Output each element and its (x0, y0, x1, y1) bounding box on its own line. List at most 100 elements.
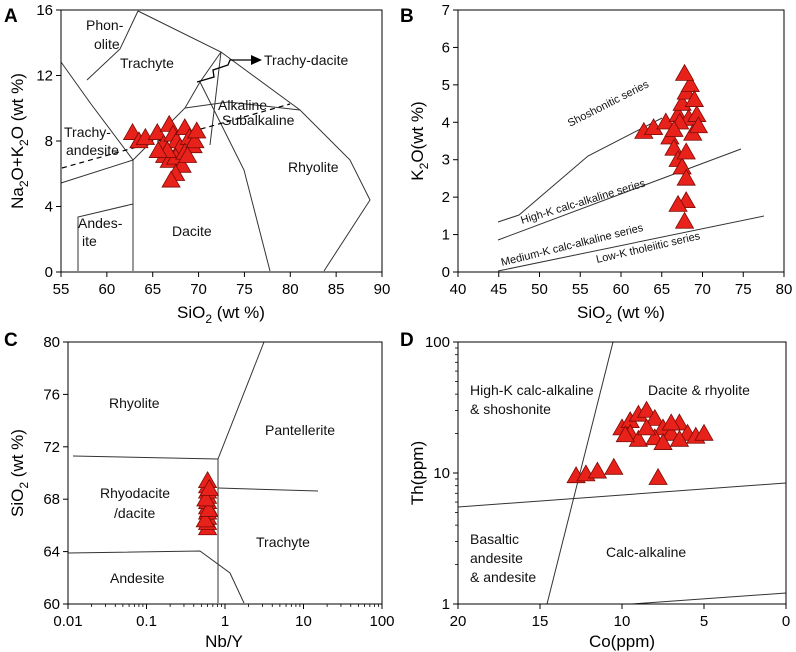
x-tick-label-d: 0 (782, 613, 790, 630)
x-tick-label-a: 85 (328, 281, 345, 298)
panel-c: C Rhyolite Pantellerite Rhyodacite /daci… (4, 330, 395, 651)
c-ylabel: SiO2 (wt %) (8, 429, 31, 517)
b-line-shoshonitic (497, 117, 663, 223)
data-point-d (604, 457, 624, 475)
panel-a-letter: A (4, 6, 18, 27)
b-label-shoshonitic: Shoshonitic series (566, 78, 651, 129)
y-tick-label-a: 4 (45, 199, 53, 216)
panel-d-axes: 20 15 10 5 0 1 10 100 (425, 334, 790, 630)
x-tick-label-c: 1 (221, 613, 229, 630)
data-point-b (680, 75, 700, 93)
panel-c-letter: C (4, 330, 18, 351)
d-label-shoshonite: & shoshonite (470, 401, 551, 417)
panel-b-points (634, 63, 709, 229)
data-point-b (688, 116, 709, 134)
data-point-b (674, 63, 695, 81)
x-tick-label-a: 60 (99, 281, 116, 298)
x-tick-label-b: 45 (490, 281, 507, 298)
b-line-mediumk (497, 215, 765, 272)
c-boundary (72, 455, 219, 460)
data-point-c (195, 510, 215, 528)
data-point-a (161, 170, 181, 188)
y-tick-label-b: 6 (442, 39, 450, 56)
y-tick-label-c: 64 (43, 544, 60, 561)
y-tick-label-c: 76 (43, 386, 60, 403)
data-point-a (185, 131, 205, 149)
d-label-dacite-rhyolite: Dacite & rhyolite (648, 382, 750, 398)
x-tick-label-d: 15 (532, 613, 549, 630)
a-boundary (77, 203, 134, 271)
d-ylabel: Th(ppm) (408, 441, 427, 505)
a-label-andesite-2: ite (82, 233, 97, 249)
data-point-c (199, 478, 219, 496)
data-point-d (628, 429, 649, 447)
x-tick-label-b: 65 (653, 281, 670, 298)
y-tick-label-b: 0 (442, 264, 450, 281)
x-tick-label-b: 60 (613, 281, 630, 298)
d-boundary (457, 482, 787, 508)
y-tick-label-d: 10 (433, 465, 450, 482)
b-ylabel: K2O(wt %) (408, 101, 431, 180)
panel-b-letter: B (400, 6, 414, 27)
panel-b-series-lines (497, 117, 765, 272)
a-boundary (60, 61, 134, 161)
y-tick-label-b: 7 (442, 2, 450, 19)
x-tick-label-c: 100 (369, 613, 394, 630)
a-ylabel: Na2O+K2O (wt %) (8, 73, 31, 209)
data-point-b (676, 142, 696, 160)
y-tick-label-a: 0 (45, 264, 53, 281)
panel-d-letter: D (400, 330, 414, 351)
x-tick-label-b: 55 (572, 281, 589, 298)
a-label-trachydacite: Trachy-dacite (264, 52, 349, 68)
a-boundary (86, 10, 139, 81)
x-tick-label-d: 10 (614, 613, 631, 630)
x-tick-label-c: 10 (295, 613, 312, 630)
a-boundary (60, 159, 134, 204)
data-point-d (615, 425, 635, 443)
panel-c-points (195, 471, 219, 536)
y-tick-label-b: 2 (442, 189, 450, 206)
y-tick-label-c: 68 (43, 491, 60, 508)
panel-b-labels: Shoshonitic series High-K calc-alkaline … (500, 78, 702, 269)
a-label-alkaline: Alkaline (218, 97, 267, 113)
d-label-andesite-2: & andesite (470, 569, 536, 585)
panel-a-points (122, 114, 207, 188)
panel-a-axes: 55 60 65 70 75 80 85 90 0 4 8 12 16 (36, 2, 390, 298)
y-tick-label-a: 8 (45, 133, 53, 150)
a-label-phonolite: Phon- (86, 17, 124, 33)
a-boundary (199, 81, 271, 272)
a-arrow (196, 55, 262, 83)
data-point-d (648, 467, 668, 485)
d-label-andesite: andesite (470, 550, 523, 566)
d-boundary (631, 592, 787, 605)
data-point-d (661, 413, 681, 431)
c-plot-frame (67, 341, 383, 605)
c-boundary (217, 487, 319, 492)
d-label-basaltic: Basaltic (470, 531, 519, 547)
panel-d-labels: High-K calc-alkaline & shoshonite Dacite… (470, 382, 750, 585)
data-point-a (187, 121, 207, 139)
c-boundary (217, 341, 265, 603)
data-point-c (196, 489, 216, 507)
c-label-rhyolite: Rhyolite (109, 395, 160, 411)
x-tick-label-b: 75 (735, 281, 752, 298)
x-tick-label-b: 40 (450, 281, 467, 298)
c-label-andesite: Andesite (110, 570, 165, 586)
data-point-d (669, 429, 690, 447)
y-tick-label-a: 16 (36, 2, 53, 19)
c-label-pantellerite: Pantellerite (265, 422, 335, 438)
data-point-a (177, 145, 198, 163)
a-label-rhyolite: Rhyolite (288, 159, 339, 175)
c-label-rhyodacite: Rhyodacite (100, 485, 170, 501)
d-label-calc-alkaline: Calc-alkaline (606, 544, 686, 560)
x-tick-label-a: 90 (374, 281, 391, 298)
panel-d-points (566, 400, 714, 485)
y-tick-label-b: 5 (442, 77, 450, 94)
panel-d: D High-K calc-alkaline & shoshonite Daci… (400, 330, 790, 651)
a-label-dacite: Dacite (172, 223, 212, 239)
c-boundary (67, 550, 245, 604)
a-boundary (137, 10, 371, 272)
a-label-phonolite-2: olite (94, 36, 120, 52)
